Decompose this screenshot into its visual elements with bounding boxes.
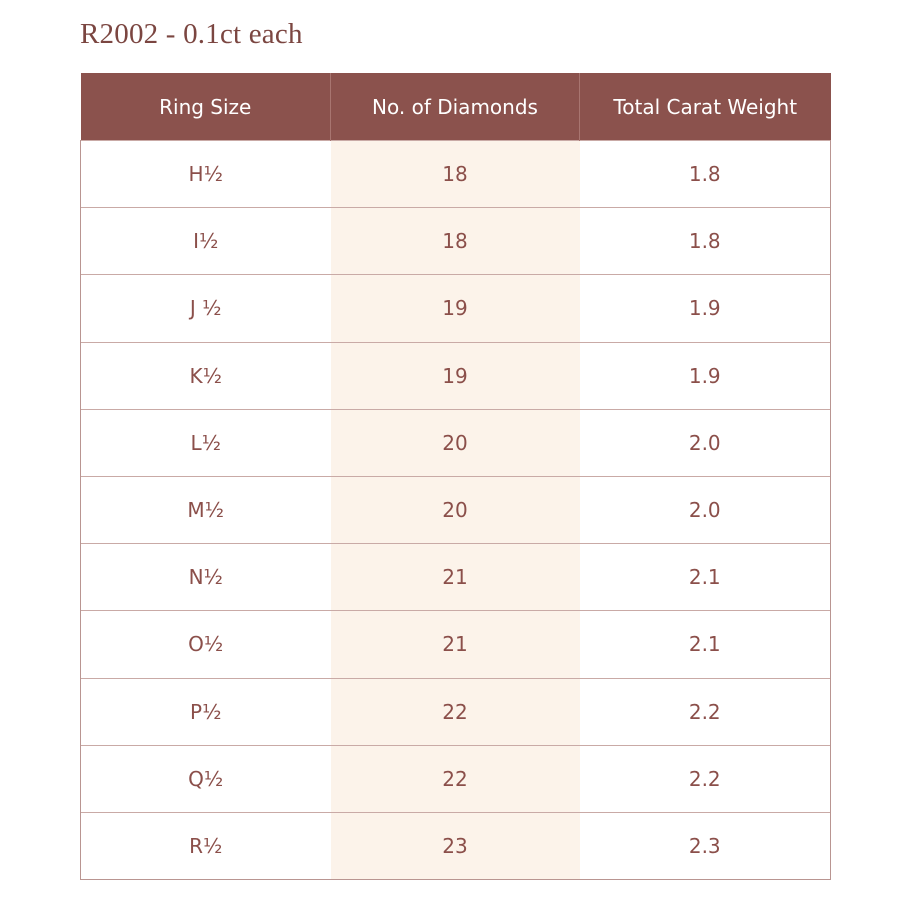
table-cell: 18 [330, 207, 580, 275]
table-row: N½ 21 2.1 [80, 543, 831, 611]
table-header: Ring Size No. of Diamonds Total Carat Weig… [80, 73, 831, 141]
table-row: M½ 20 2.0 [80, 475, 831, 544]
table-cell: H½ [80, 139, 331, 208]
table-row: H½ 18 1.8 [80, 139, 831, 208]
table-cell: 2.2 [579, 677, 831, 746]
table-cell: 2.1 [579, 610, 831, 678]
page-title: R2002 - 0.1ct each [80, 18, 303, 50]
table-cell: 2.0 [579, 408, 831, 477]
table-cell: 20 [330, 408, 580, 477]
header-row: Ring Size No. of Diamonds Total Carat Weig… [80, 73, 831, 141]
table-body: H½ 18 1.8 I½ 18 1.8 J ½ 19 1.9 K½ 19 1.9 L½ 20 2.0 M½ 20… [80, 139, 831, 881]
table-cell: N½ [80, 543, 331, 611]
table-cell: 23 [330, 811, 580, 881]
table-cell: 18 [330, 139, 580, 208]
table-cell: J ½ [80, 274, 331, 343]
table-cell: 21 [330, 610, 580, 678]
table-row: R½ 23 2.3 [80, 811, 831, 881]
table-cell: 1.8 [579, 207, 831, 275]
table-cell: L½ [80, 408, 331, 477]
table-row: J ½ 19 1.9 [80, 274, 831, 343]
table-cell: Q½ [80, 744, 331, 813]
table-row: I½ 18 1.8 [80, 207, 831, 275]
header-cell: Ring Size [80, 73, 331, 141]
table-cell: R½ [80, 811, 331, 881]
header-cell: Total Carat Weight [579, 73, 831, 141]
table-cell: 19 [330, 341, 580, 410]
header-cell: No. of Diamonds [330, 73, 580, 141]
table-cell: 1.9 [579, 274, 831, 343]
table-cell: P½ [80, 677, 331, 746]
table-row: P½ 22 2.2 [80, 677, 831, 746]
table-row: L½ 20 2.0 [80, 408, 831, 477]
table-cell: 1.9 [579, 341, 831, 410]
table-cell: 2.1 [579, 543, 831, 611]
table-cell: 1.8 [579, 139, 831, 208]
table-cell: 22 [330, 744, 580, 813]
table-cell: 2.3 [579, 811, 831, 881]
table-cell: I½ [80, 207, 331, 275]
table-cell: O½ [80, 610, 331, 678]
table-cell: 2.0 [579, 475, 831, 544]
table-cell: 19 [330, 274, 580, 343]
table-row: K½ 19 1.9 [80, 341, 831, 410]
table-cell: M½ [80, 475, 331, 544]
table-cell: 21 [330, 543, 580, 611]
table-cell: 2.2 [579, 744, 831, 813]
table-row: O½ 21 2.1 [80, 610, 831, 678]
table-cell: K½ [80, 341, 331, 410]
ring-size-table: Ring Size No. of Diamonds Total Carat Weig… [80, 73, 831, 881]
table-row: Q½ 22 2.2 [80, 744, 831, 813]
table-cell: 20 [330, 475, 580, 544]
table-cell: 22 [330, 677, 580, 746]
